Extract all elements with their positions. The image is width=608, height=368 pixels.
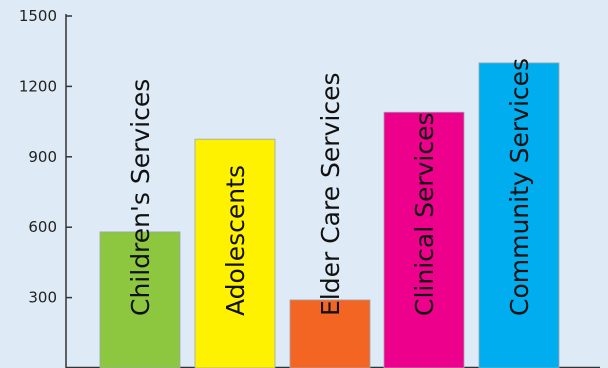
bar-labels: Children's Services Adolescents Elder Care… bbox=[126, 58, 534, 316]
bar-category-label: Elder Care Services bbox=[316, 73, 345, 316]
bar bbox=[99, 231, 181, 368]
bar-category-label: Community Services bbox=[505, 58, 534, 316]
y-tick-label: 600 bbox=[28, 218, 57, 236]
bar bbox=[478, 62, 560, 368]
bar bbox=[383, 111, 465, 368]
bar-category-label: Children's Services bbox=[126, 79, 155, 316]
bars bbox=[99, 62, 560, 368]
y-tick-label: 1500 bbox=[19, 7, 57, 25]
bar-category-label: Adolescents bbox=[221, 165, 250, 316]
y-tick-label: 1200 bbox=[19, 77, 57, 95]
bar bbox=[194, 138, 276, 368]
bar-category-label: Clinical Services bbox=[410, 112, 439, 316]
y-tick-label: 300 bbox=[28, 289, 57, 307]
bar bbox=[289, 299, 371, 368]
y-tick-label: 900 bbox=[28, 148, 57, 166]
